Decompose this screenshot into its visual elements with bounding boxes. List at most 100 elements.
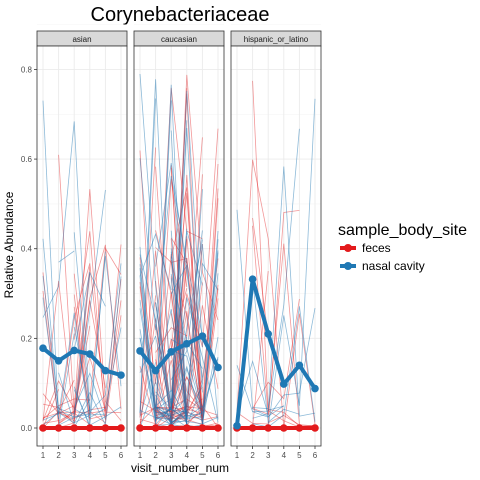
data-point-nasal-cavity bbox=[54, 356, 63, 365]
x-tick-label: 1 bbox=[41, 451, 46, 460]
y-tick-label: 0.8 bbox=[21, 65, 33, 74]
individual-trajectory bbox=[170, 238, 219, 426]
individual-trajectory bbox=[42, 389, 59, 428]
individual-trajectory bbox=[236, 210, 300, 425]
individual-trajectory bbox=[58, 272, 91, 418]
individual-trajectory bbox=[74, 327, 122, 419]
data-point-nasal-cavity bbox=[280, 380, 288, 388]
data-point-feces bbox=[198, 424, 207, 432]
y-tick-label: 0.0 bbox=[21, 424, 33, 433]
data-point-nasal-cavity bbox=[198, 332, 207, 340]
individual-trajectory bbox=[42, 263, 122, 424]
individual-trajectory bbox=[155, 162, 203, 378]
data-point-feces bbox=[264, 424, 273, 432]
individual-trajectory bbox=[236, 308, 316, 418]
data-point-nasal-cavity bbox=[214, 363, 222, 372]
data-point-feces bbox=[248, 424, 257, 432]
data-point-feces bbox=[295, 424, 304, 432]
facet-strip-label: hispanic_or_latino bbox=[244, 35, 309, 44]
individual-trajectory bbox=[170, 256, 219, 419]
facet-panel-hispanic-or-latino: hispanic_or_latino 1 2 3 4 5 6 bbox=[230, 24, 322, 460]
x-tick-label: 5 bbox=[200, 451, 205, 460]
x-tick-label: 4 bbox=[185, 451, 190, 460]
data-point-feces bbox=[70, 424, 78, 432]
facet-panel-caucasian: caucasian 1 2 3 4 5 6 bbox=[133, 24, 225, 460]
individual-trajectory bbox=[73, 266, 91, 411]
series-line-nasal-cavity bbox=[138, 334, 220, 373]
data-point-feces bbox=[167, 424, 175, 432]
x-tick-label: 2 bbox=[153, 451, 158, 460]
individual-trajectory bbox=[42, 189, 106, 415]
legend-key-point-nasal-cavity bbox=[344, 262, 352, 270]
individual-trajectory bbox=[155, 247, 219, 427]
individual-trajectory bbox=[42, 406, 106, 420]
chart-title: Corynebacteriaceae bbox=[91, 4, 270, 26]
individual-trajectory bbox=[58, 413, 90, 426]
individual-trajectory bbox=[170, 263, 203, 422]
facet-panel-asian: asian 1 2 3 4 5 6 bbox=[36, 24, 128, 460]
y-tick-label: 0.6 bbox=[21, 155, 33, 164]
individual-trajectory bbox=[42, 413, 59, 421]
data-point-feces bbox=[86, 424, 94, 432]
individual-trajectory bbox=[252, 166, 316, 417]
individual-trajectory bbox=[42, 380, 75, 421]
data-point-nasal-cavity bbox=[248, 275, 257, 284]
x-tick-label: 4 bbox=[88, 451, 93, 460]
x-tick-label: 1 bbox=[235, 451, 240, 460]
individual-trajectory bbox=[252, 298, 300, 409]
individual-trajectory bbox=[155, 394, 203, 426]
individual-trajectory bbox=[155, 413, 172, 419]
data-point-nasal-cavity bbox=[183, 339, 191, 348]
panel-border bbox=[230, 45, 322, 447]
facet-strip-label: asian bbox=[72, 35, 91, 44]
y-axis-label: Relative Abundance bbox=[2, 191, 16, 298]
legend-label-feces: feces bbox=[362, 241, 391, 255]
individual-trajectory bbox=[58, 372, 75, 424]
individual-trajectory bbox=[252, 306, 316, 428]
y-tick-label: 0.4 bbox=[21, 245, 33, 254]
data-point-nasal-cavity bbox=[136, 347, 144, 355]
individual-trajectory bbox=[170, 337, 219, 424]
data-point-feces bbox=[183, 424, 191, 432]
individual-trajectory bbox=[139, 158, 203, 336]
data-point-nasal-cavity bbox=[39, 344, 47, 353]
individual-trajectory bbox=[155, 412, 172, 415]
data-point-nasal-cavity bbox=[86, 350, 94, 358]
individual-trajectory bbox=[42, 247, 122, 420]
legend-title: sample_body_site bbox=[338, 222, 467, 239]
individual-trajectory bbox=[236, 209, 285, 417]
x-tick-label: 6 bbox=[119, 451, 124, 460]
data-point-nasal-cavity bbox=[70, 346, 78, 355]
panel-border bbox=[36, 45, 128, 447]
x-tick-label: 3 bbox=[72, 451, 77, 460]
individual-trajectory bbox=[155, 336, 172, 410]
facet-strip-label: caucasian bbox=[161, 35, 197, 44]
series-line-nasal-cavity bbox=[235, 277, 317, 427]
individual-trajectory bbox=[155, 230, 203, 421]
individual-trajectory bbox=[236, 359, 269, 415]
panel-border bbox=[133, 45, 225, 447]
individual-trajectory bbox=[252, 225, 269, 415]
individual-trajectory bbox=[42, 100, 59, 420]
individual-trajectory bbox=[73, 294, 122, 420]
data-point-nasal-cavity bbox=[264, 330, 273, 338]
data-point-nasal-cavity bbox=[295, 361, 304, 370]
x-tick-label: 5 bbox=[103, 451, 108, 460]
x-tick-label: 1 bbox=[138, 451, 143, 460]
individual-trajectory bbox=[236, 159, 316, 428]
individual-trajectory bbox=[73, 232, 122, 413]
data-point-nasal-cavity bbox=[151, 366, 160, 375]
individual-trajectory bbox=[252, 243, 316, 427]
individual-trajectory bbox=[139, 335, 156, 373]
panel-background bbox=[231, 46, 321, 446]
legend-item-feces: feces bbox=[340, 241, 391, 255]
facet-panels: asian 1 2 3 4 5 6 caucasian 1 2 3 4 5 6 hispanic_or_la… bbox=[21, 24, 322, 460]
individual-trajectory bbox=[252, 279, 300, 423]
legend-item-nasal-cavity: nasal cavity bbox=[340, 259, 425, 273]
x-tick-label: 5 bbox=[297, 451, 302, 460]
legend-key-point-feces bbox=[344, 244, 352, 252]
individual-trajectory bbox=[139, 232, 172, 291]
individual-trajectory bbox=[155, 297, 219, 423]
x-tick-label: 2 bbox=[56, 451, 61, 460]
individual-trajectory bbox=[139, 79, 203, 420]
